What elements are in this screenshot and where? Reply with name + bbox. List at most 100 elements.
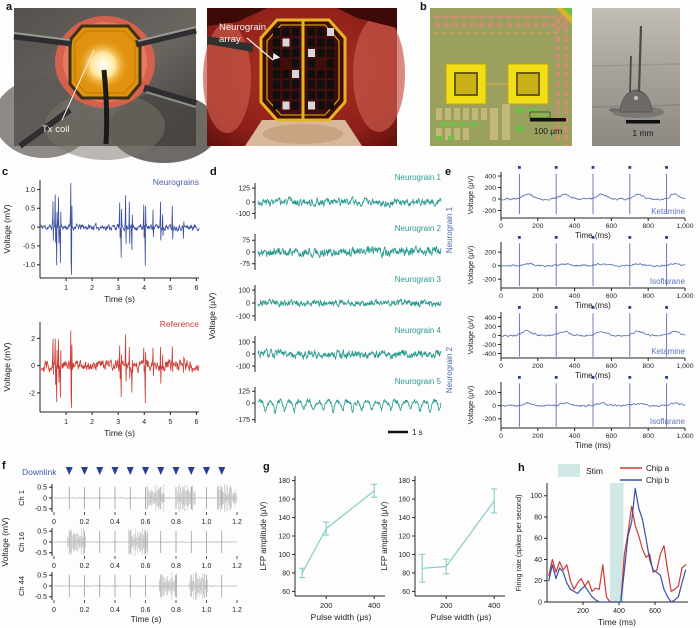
- svg-text:80: 80: [534, 514, 542, 521]
- svg-text:0: 0: [492, 196, 496, 203]
- svg-text:Isoflurane: Isoflurane: [650, 417, 686, 426]
- svg-text:Time (s): Time (s): [104, 294, 135, 304]
- panel-label-b: b: [420, 1, 427, 13]
- svg-text:200: 200: [320, 601, 333, 610]
- svg-text:800: 800: [643, 363, 655, 370]
- svg-text:0.6: 0.6: [141, 519, 151, 526]
- svg-text:Downlink: Downlink: [22, 467, 57, 477]
- svg-text:1,000: 1,000: [676, 223, 693, 230]
- svg-text:100: 100: [278, 552, 290, 559]
- svg-text:0: 0: [246, 300, 250, 307]
- svg-text:0: 0: [246, 351, 250, 358]
- svg-text:400: 400: [569, 433, 581, 440]
- svg-text:125: 125: [238, 185, 250, 192]
- svg-text:200: 200: [532, 223, 544, 230]
- svg-text:0: 0: [499, 433, 503, 440]
- svg-text:200: 200: [577, 608, 589, 615]
- svg-text:120: 120: [398, 533, 410, 540]
- svg-text:100: 100: [238, 288, 250, 295]
- svg-text:Pulse width (μs): Pulse width (μs): [311, 612, 372, 622]
- surgery-photo-tx-coil: Tx coil: [0, 8, 219, 163]
- svg-text:0.2: 0.2: [80, 607, 90, 614]
- svg-text:Neurograin 1: Neurograin 1: [445, 206, 454, 253]
- svg-text:5: 5: [168, 419, 172, 426]
- svg-text:40: 40: [534, 557, 542, 564]
- svg-text:400: 400: [485, 173, 497, 180]
- svg-text:Stim: Stim: [586, 466, 603, 476]
- svg-text:Neurograin 2: Neurograin 2: [395, 224, 442, 233]
- svg-text:600: 600: [649, 608, 661, 615]
- panel-label-e: e: [445, 166, 452, 178]
- svg-text:-0.5: -0.5: [23, 243, 35, 250]
- neurograin-array-label-line2: array: [219, 34, 241, 45]
- svg-text:200: 200: [532, 433, 544, 440]
- panel-label-h: h: [518, 462, 525, 474]
- svg-text:Pulse width (μs): Pulse width (μs): [431, 612, 492, 622]
- svg-text:Ketamine: Ketamine: [651, 347, 685, 356]
- svg-text:-200: -200: [482, 342, 496, 349]
- svg-text:800: 800: [643, 293, 655, 300]
- svg-text:800: 800: [643, 223, 655, 230]
- neurograins-voltage-chart: 1.0 0.5 0 -0.5 -1.0 1 2 3 4 5 6 Neurograins Voltage …: [2, 177, 200, 304]
- svg-text:1,000: 1,000: [676, 293, 693, 300]
- svg-text:200: 200: [485, 390, 497, 397]
- svg-text:2: 2: [90, 285, 94, 292]
- svg-text:Time (ms): Time (ms): [598, 617, 636, 627]
- svg-text:-1.0: -1.0: [23, 262, 35, 269]
- svg-text:0.6: 0.6: [141, 607, 151, 614]
- svg-text:200: 200: [485, 324, 497, 331]
- svg-text:0: 0: [52, 519, 56, 526]
- svg-text:200: 200: [485, 250, 497, 257]
- svg-text:0.4: 0.4: [110, 563, 120, 570]
- svg-text:0: 0: [52, 563, 56, 570]
- svg-text:Voltage (mV): Voltage (mV): [2, 342, 12, 391]
- svg-text:Isoflurane: Isoflurane: [650, 277, 686, 286]
- svg-text:1.0: 1.0: [202, 607, 212, 614]
- svg-text:-400: -400: [482, 351, 496, 358]
- svg-text:1.2: 1.2: [232, 519, 242, 526]
- svg-text:120: 120: [278, 533, 290, 540]
- svg-text:Chip a: Chip a: [646, 464, 670, 473]
- svg-text:Ch 16: Ch 16: [17, 532, 26, 552]
- svg-text:1.0: 1.0: [202, 519, 212, 526]
- svg-text:0.5: 0.5: [37, 529, 47, 536]
- svg-text:0: 0: [246, 401, 250, 408]
- svg-text:-100: -100: [236, 313, 250, 320]
- svg-text:Neurograins: Neurograins: [153, 177, 199, 187]
- svg-text:0: 0: [499, 223, 503, 230]
- svg-text:0: 0: [43, 583, 47, 590]
- svg-text:160: 160: [398, 496, 410, 503]
- svg-text:1 s: 1 s: [412, 428, 423, 437]
- scale-bar-100um-label: 100 μm: [534, 126, 563, 136]
- lfp-amplitude-chart-left: 180 160 140 120 100 80 60 200 400 Pulse width (μs…: [259, 476, 385, 622]
- lfp-amplitude-chart-right: 180 160 140 120 100 80 60 200 400 Pulse width (μs…: [380, 476, 505, 622]
- svg-text:0: 0: [538, 599, 542, 606]
- svg-text:0: 0: [43, 495, 47, 502]
- svg-text:-2: -2: [29, 390, 35, 397]
- svg-text:Voltage (μV): Voltage (μV): [207, 292, 217, 339]
- svg-text:0.8: 0.8: [171, 519, 181, 526]
- svg-text:1: 1: [64, 285, 68, 292]
- svg-text:0: 0: [499, 293, 503, 300]
- svg-text:0: 0: [43, 539, 47, 546]
- svg-text:0: 0: [246, 200, 250, 207]
- downlink-channels-chart: Downlink 0.5 0 -0.5 0 0.2 0.4 0.6 0.8 1.0 1.2 Ch 1 0…: [0, 467, 242, 624]
- svg-text:0.4: 0.4: [110, 519, 120, 526]
- svg-text:-200: -200: [482, 208, 496, 215]
- svg-text:Voltage (μV): Voltage (μV): [468, 176, 475, 215]
- svg-text:80: 80: [402, 570, 410, 577]
- svg-text:3: 3: [116, 285, 120, 292]
- svg-text:4: 4: [142, 285, 146, 292]
- svg-text:1.2: 1.2: [232, 607, 242, 614]
- svg-text:400: 400: [488, 601, 501, 610]
- svg-text:6: 6: [194, 419, 198, 426]
- svg-text:200: 200: [440, 601, 453, 610]
- svg-text:1,000: 1,000: [676, 363, 693, 370]
- neurograin-side-photo: 1 mm: [591, 8, 681, 146]
- svg-text:0.5: 0.5: [37, 485, 47, 492]
- svg-text:LFP amplitude (μV): LFP amplitude (μV): [259, 501, 268, 570]
- svg-text:400: 400: [569, 223, 581, 230]
- svg-text:-0.5: -0.5: [35, 550, 47, 557]
- svg-text:0: 0: [492, 333, 496, 340]
- svg-text:400: 400: [569, 293, 581, 300]
